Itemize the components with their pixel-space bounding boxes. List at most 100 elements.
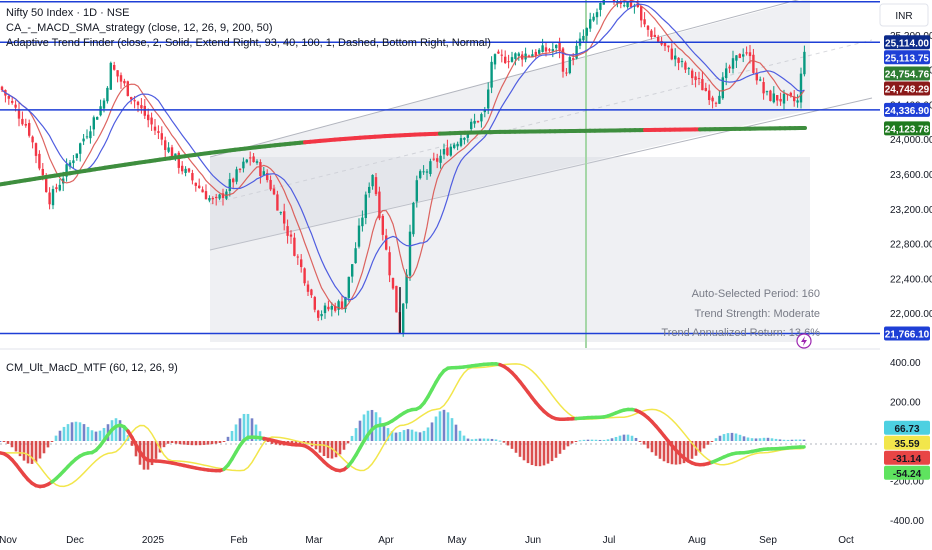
oscillator-legend[interactable]: CM_Ult_MacD_MTF (60, 12, 26, 9)	[6, 362, 178, 374]
candle	[194, 182, 197, 192]
candle-body	[177, 152, 180, 168]
lightning-icon[interactable]	[796, 333, 812, 349]
osc-badge-label: -54.24	[893, 469, 922, 480]
candle-body	[595, 12, 599, 18]
osc-histogram-bar	[410, 429, 414, 441]
candle-body	[55, 187, 58, 190]
candle	[799, 67, 803, 109]
candle	[92, 115, 95, 136]
osc-histogram-bar	[390, 431, 394, 441]
price-badge-bg	[884, 81, 930, 96]
candle	[415, 175, 418, 208]
candle-body	[228, 179, 231, 191]
price-badge-label: 24,748.29	[885, 85, 930, 96]
osc-histogram-bar	[710, 441, 714, 442]
series-layer	[0, 0, 807, 489]
candle	[181, 161, 184, 175]
indicator-legend-trend-finder[interactable]: Adaptive Trend Finder (close, 2, Solid, …	[6, 37, 491, 49]
osc-histogram-bar	[766, 437, 770, 441]
osc-histogram-bar	[238, 418, 242, 441]
osc-histogram-bar	[582, 439, 586, 441]
osc-histogram-bar	[506, 441, 510, 446]
price-tick-label: 23,600.00	[890, 170, 932, 181]
candle-body	[643, 19, 646, 25]
trend-period-box	[210, 157, 810, 342]
osc-histogram-bar	[418, 432, 422, 441]
candle	[694, 71, 697, 88]
candle	[595, 8, 599, 25]
candle-body	[242, 161, 245, 169]
osc-histogram-bar	[14, 441, 18, 452]
osc-histogram-bar	[122, 426, 126, 441]
osc-histogram-bar	[394, 432, 398, 441]
horizontal-levels	[0, 0, 880, 335]
candle	[313, 295, 316, 313]
osc-histogram-bar	[358, 420, 362, 441]
candle-body	[327, 306, 330, 310]
time-tick-label: Sep	[759, 535, 777, 546]
indicator-legend-macd-sma[interactable]: CA_-_MACD_SMA_strategy (close, 12, 26, 9…	[6, 22, 273, 34]
candle	[531, 49, 534, 58]
osc-histogram-bar	[62, 426, 66, 441]
osc-histogram-bar	[174, 441, 178, 444]
oscillator-badges: 66.73 35.59 -31.14 -54.24	[884, 420, 930, 480]
osc-histogram-bar	[318, 441, 322, 453]
osc-histogram-bar	[242, 413, 246, 441]
candle-body	[48, 192, 51, 205]
candle	[640, 5, 643, 28]
osc-histogram-bar	[566, 441, 570, 447]
candle-body	[680, 61, 684, 63]
candle	[215, 193, 218, 206]
candle	[272, 184, 276, 196]
osc-histogram-bar	[502, 441, 506, 443]
candle	[738, 53, 741, 59]
osc-histogram-bar	[54, 435, 58, 441]
sma-short-line	[1, 0, 805, 310]
candle-body	[143, 105, 146, 116]
candle	[79, 142, 82, 162]
candle-body	[160, 133, 163, 140]
osc-histogram-bar	[782, 439, 786, 441]
candle	[701, 71, 704, 91]
candle	[211, 196, 214, 205]
osc-histogram-bar	[450, 418, 454, 441]
candle-body	[633, 5, 636, 7]
candle-body	[330, 306, 333, 310]
candle-body	[687, 68, 690, 70]
candle	[153, 119, 157, 135]
price-badge: 25,114.00	[884, 35, 930, 50]
osc-histogram-bar	[86, 426, 90, 441]
candle	[289, 230, 293, 244]
candle	[752, 48, 755, 75]
candle	[310, 288, 313, 298]
osc-histogram-bar	[134, 441, 138, 457]
candle-body	[150, 117, 153, 125]
candle-body	[765, 91, 769, 93]
candle-body	[89, 131, 92, 139]
osc-histogram-bar	[702, 441, 706, 449]
osc-histogram-bar	[558, 441, 562, 454]
candle-body	[473, 120, 476, 124]
candle	[34, 142, 38, 164]
osc-histogram-bar	[254, 424, 258, 441]
candle-body	[442, 149, 446, 155]
candle	[514, 52, 517, 66]
candle-body	[799, 73, 803, 103]
candle	[670, 43, 673, 61]
osc-histogram-bar	[726, 433, 730, 441]
candle-body	[204, 191, 208, 200]
currency-selector[interactable]	[879, 3, 929, 27]
osc-histogram-bar	[738, 434, 742, 441]
candle	[340, 295, 344, 309]
candle	[667, 45, 670, 53]
stat-strength: Trend Strength: Moderate	[694, 308, 820, 320]
candle	[391, 277, 395, 290]
candle-body	[266, 173, 269, 181]
candle-body	[357, 225, 361, 247]
candle	[48, 187, 51, 210]
candle-body	[449, 146, 452, 156]
osc-histogram-bar	[10, 441, 14, 448]
osc-histogram-bar	[50, 441, 54, 442]
candle	[65, 158, 68, 182]
